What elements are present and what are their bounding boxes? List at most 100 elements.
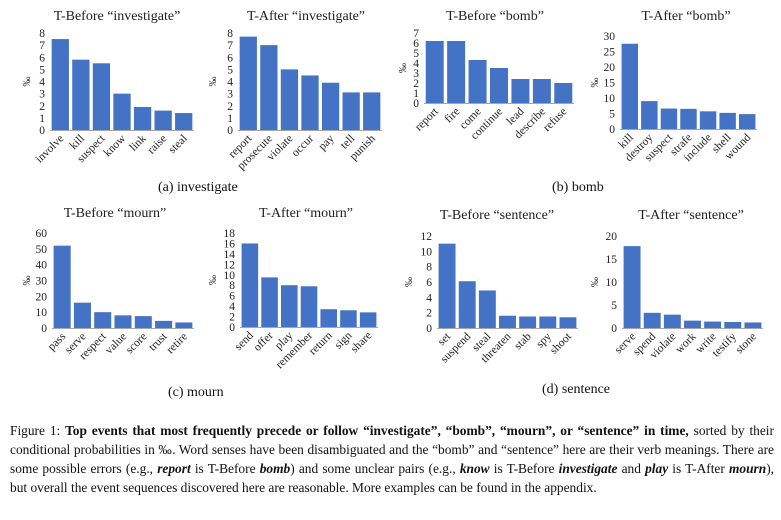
y-tick-label-6-5: 10 bbox=[421, 246, 433, 258]
x-tick-label-1-3: occur bbox=[290, 133, 317, 160]
bar-2-0 bbox=[425, 41, 444, 103]
y-tick-label-1-1: 1 bbox=[227, 113, 233, 125]
bar-0-1 bbox=[72, 59, 90, 130]
y-tick-label-7-1: 5 bbox=[611, 300, 617, 312]
y-tick-label-5-8: 16 bbox=[224, 238, 236, 250]
caption-lead: Figure 1: bbox=[10, 423, 66, 438]
bar-1-1 bbox=[260, 45, 278, 130]
x-tick-label-0-0: involve bbox=[34, 133, 67, 166]
chart-title-1: T-After “investigate” bbox=[247, 9, 365, 24]
y-tick-label-0-3: 3 bbox=[39, 89, 45, 101]
bar-3-2 bbox=[660, 108, 678, 129]
y-tick-label-0-4: 4 bbox=[39, 77, 45, 89]
bar-3-4 bbox=[699, 111, 717, 129]
bar-5-6 bbox=[359, 312, 377, 327]
x-tick-label-0-5: raise bbox=[145, 133, 169, 157]
y-tick-label-0-7: 7 bbox=[39, 40, 45, 52]
bar-7-0 bbox=[623, 246, 641, 328]
y-tick-label-5-9: 18 bbox=[224, 228, 236, 240]
bar-0-5 bbox=[154, 110, 172, 130]
bar-6-0 bbox=[438, 243, 456, 328]
bar-3-6 bbox=[738, 114, 756, 129]
bar-5-5 bbox=[340, 310, 357, 327]
x-tick-label-6-6: shoot bbox=[548, 330, 575, 357]
y-tick-label-5-2: 4 bbox=[229, 301, 235, 313]
y-tick-label-5-5: 10 bbox=[224, 270, 236, 282]
bar-4-6 bbox=[175, 322, 193, 328]
x-tick-label-2-6: refuse bbox=[541, 106, 569, 134]
bar-7-2 bbox=[663, 314, 681, 328]
bar-6-2 bbox=[478, 290, 496, 328]
y-tick-label-6-3: 6 bbox=[426, 277, 432, 289]
y-axis-label-0: ‰ bbox=[22, 77, 33, 87]
bar-7-5 bbox=[724, 322, 742, 328]
bar-6-4 bbox=[519, 316, 537, 328]
y-tick-label-3-6: 30 bbox=[604, 31, 616, 43]
y-tick-label-3-0: 0 bbox=[609, 124, 615, 136]
bar-7-6 bbox=[744, 322, 762, 328]
y-tick-label-1-5: 5 bbox=[227, 64, 233, 76]
bar-0-6 bbox=[175, 113, 193, 130]
x-tick-label-4-6: retire bbox=[164, 331, 190, 357]
y-tick-label-5-0: 0 bbox=[229, 322, 235, 334]
chart-title-6: T-Before “sentence” bbox=[440, 208, 554, 223]
y-tick-label-4-4: 40 bbox=[36, 260, 48, 272]
bar-5-0 bbox=[241, 243, 259, 327]
bar-4-0 bbox=[53, 245, 71, 328]
bar-6-6 bbox=[559, 317, 577, 328]
y-tick-label-7-3: 15 bbox=[606, 254, 618, 266]
bar-2-1 bbox=[447, 41, 466, 103]
bar-2-4 bbox=[511, 79, 530, 103]
chart-title-2: T-Before “bomb” bbox=[446, 9, 544, 24]
y-tick-label-0-1: 1 bbox=[39, 113, 45, 125]
caption-bold: Top events that most frequently precede … bbox=[65, 423, 689, 438]
y-tick-label-5-4: 8 bbox=[229, 280, 235, 292]
bar-3-0 bbox=[621, 43, 639, 129]
y-tick-label-4-3: 30 bbox=[36, 276, 48, 288]
bar-5-1 bbox=[261, 277, 278, 327]
y-tick-label-6-1: 2 bbox=[426, 308, 432, 320]
x-tick-label-7-6: stone bbox=[733, 331, 759, 357]
bar-0-4 bbox=[133, 106, 152, 130]
y-tick-label-1-8: 8 bbox=[227, 28, 233, 40]
bar-4-5 bbox=[155, 320, 173, 328]
y-tick-label-1-7: 7 bbox=[227, 40, 233, 52]
y-tick-label-2-5: 5 bbox=[413, 48, 419, 60]
y-axis-label-3: ‰ bbox=[590, 78, 601, 88]
bar-5-2 bbox=[281, 285, 298, 327]
y-tick-label-2-6: 6 bbox=[413, 38, 419, 50]
bar-4-1 bbox=[73, 302, 91, 328]
bar-5-3 bbox=[300, 286, 318, 327]
bar-1-5 bbox=[342, 92, 360, 130]
y-tick-label-4-6: 60 bbox=[36, 228, 48, 240]
y-axis-label-4: ‰ bbox=[22, 276, 33, 286]
y-tick-label-6-2: 4 bbox=[426, 292, 432, 304]
y-tick-label-5-7: 14 bbox=[224, 249, 236, 261]
y-axis-label-6: ‰ bbox=[404, 277, 415, 287]
bar-0-2 bbox=[92, 63, 111, 130]
chart-title-0: T-Before “investigate” bbox=[54, 9, 181, 24]
y-tick-label-1-0: 0 bbox=[227, 125, 233, 137]
x-tick-label-5-0: send bbox=[233, 329, 257, 353]
y-tick-label-7-0: 0 bbox=[611, 323, 617, 335]
y-tick-label-4-5: 50 bbox=[36, 244, 48, 256]
y-tick-label-3-3: 15 bbox=[604, 78, 616, 90]
bar-2-3 bbox=[490, 68, 508, 103]
y-tick-label-4-0: 0 bbox=[41, 323, 47, 335]
y-tick-label-2-3: 3 bbox=[413, 68, 419, 80]
x-tick-label-1-4: pay bbox=[316, 132, 336, 152]
y-tick-label-3-2: 10 bbox=[604, 93, 616, 105]
x-tick-label-0-3: know bbox=[102, 132, 129, 159]
y-tick-label-3-5: 25 bbox=[604, 47, 616, 59]
bar-2-6 bbox=[554, 83, 573, 103]
y-tick-label-3-4: 20 bbox=[604, 62, 616, 74]
y-tick-label-5-1: 2 bbox=[229, 312, 235, 324]
bar-0-0 bbox=[51, 39, 69, 130]
x-tick-label-5-1: offer bbox=[252, 330, 276, 354]
y-tick-label-6-4: 8 bbox=[426, 262, 432, 274]
bar-5-4 bbox=[320, 309, 337, 327]
chart-title-4: T-Before “mourn” bbox=[64, 206, 167, 221]
x-tick-label-4-3: value bbox=[103, 331, 129, 357]
y-tick-label-1-3: 3 bbox=[227, 89, 233, 101]
y-axis-label-2: ‰ bbox=[398, 63, 409, 73]
